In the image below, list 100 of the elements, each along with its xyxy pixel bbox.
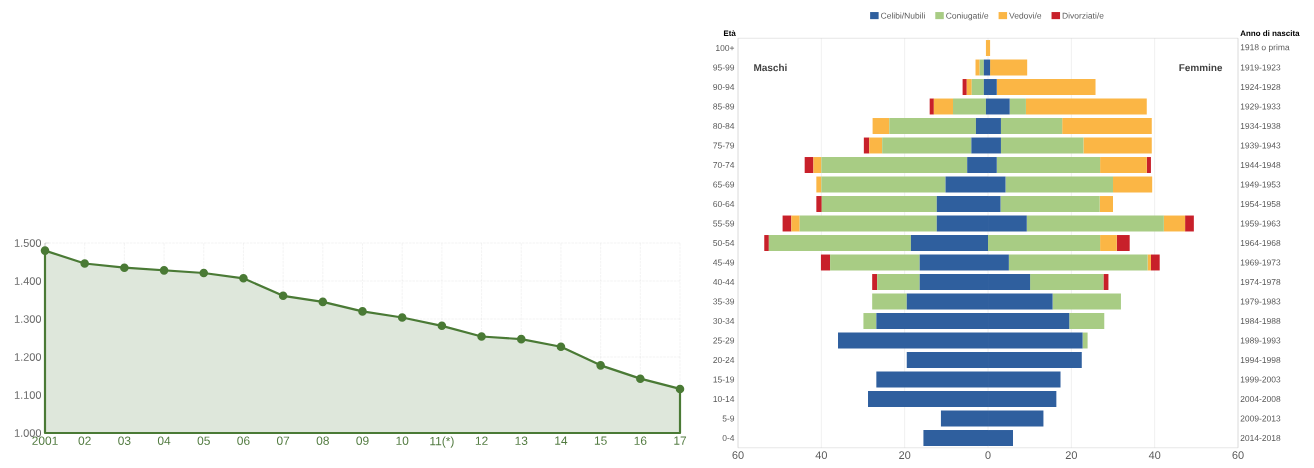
bar [988,235,1101,251]
x-tick-label: 40 [815,451,827,460]
y-tick-label: 5-9 [722,415,735,422]
bar [933,98,954,115]
y2-tick-label: 1944-1948 [1240,162,1281,168]
x-tick-label: 05 [197,436,210,445]
y-tick-label: 50-54 [713,240,735,246]
y-tick-label: 65-69 [713,181,735,188]
x-tick-label: 17 [674,436,687,445]
bar [882,137,972,154]
x-tick-label: 20 [899,451,911,460]
bar [962,79,967,95]
y2-tick-label: 1989-1993 [1240,337,1281,344]
y-tick-label: 100+ [716,45,735,51]
bar [799,215,937,232]
x-tick-label: 60 [732,451,744,460]
point [397,313,407,322]
bar [804,157,814,173]
bar [791,215,800,232]
point [675,384,685,394]
x-tick-label: 11(*) [430,436,454,448]
point [278,291,288,301]
y-tick-label: 1.500 [14,239,42,247]
bar [990,59,1028,76]
y-tick-label: 80-84 [713,123,735,129]
bar [764,235,769,251]
bar [983,59,989,76]
bar [971,79,984,95]
x-tick-label: 12 [475,436,488,445]
legend-label: Celibi/Nubili [881,12,925,19]
y-tick-label: 45-49 [713,259,735,266]
y2-tick-label: 1959-1963 [1240,220,1281,227]
bar [889,118,976,134]
bar [816,196,822,212]
y-tick-label: 1.100 [14,391,42,399]
bar [820,254,831,271]
bar [996,157,1101,173]
legend-label: Vedovi/e [1009,12,1042,19]
bar [863,313,877,329]
bar [975,59,980,76]
bar [1000,118,1063,134]
bar [1052,293,1121,310]
y2-tick-label: 1969-1973 [1240,259,1281,266]
x-tick-label: 09 [356,436,369,445]
y-tick-label: 60-64 [713,201,735,207]
bar [1163,215,1186,232]
bar [966,79,972,95]
y-tick-label: 40-44 [713,279,735,285]
bar [1099,196,1114,212]
y-tick-label: 70-74 [713,162,735,168]
y-tick-label: 55-59 [713,220,735,227]
y-tick-label: 25-29 [713,337,735,344]
bar [1103,274,1109,290]
x-tick-label: 40 [1148,451,1161,460]
bar [996,79,1096,95]
bar [1030,274,1104,290]
y-tick-label: 85-89 [713,103,735,110]
y-tick-label: 10-14 [713,396,735,402]
y2-tick-label: 1999-2003 [1240,376,1281,383]
bar [1008,254,1148,271]
x-tick-label: 60 [1232,451,1244,460]
bar [1083,137,1152,154]
bar [1005,176,1114,193]
bar [1150,254,1160,271]
x-tick-label: 16 [634,436,647,445]
x-tick-label: 07 [276,436,290,445]
bar [1009,98,1026,115]
x-tick-label: 03 [118,436,131,445]
x-tick-label: 14 [555,436,568,445]
annotation: Femmine [1179,63,1223,72]
y2-tick-label: 1994-1998 [1240,357,1281,363]
bar [1100,157,1147,173]
point [318,297,328,307]
y2-tick-label: 1919-1923 [1240,64,1281,71]
y2-tick-label: 1924-1928 [1240,84,1281,90]
y-tick-label: 1.400 [14,277,42,285]
point [477,332,486,341]
y2-tick-label: 1949-1953 [1240,181,1281,188]
bar [813,157,822,173]
annotation: Maschi [754,63,787,72]
bar [830,254,920,271]
point [556,342,566,352]
bar [985,40,989,56]
y-tick-label: 75-79 [713,142,735,149]
point [516,334,526,344]
x-tick-label: 04 [157,436,171,445]
point [40,246,50,255]
bar [1069,313,1105,329]
x-tick-label: 2001 [32,436,58,445]
y-tick-label: 30-34 [713,318,735,324]
bar [768,235,911,251]
y-tick-label: 1.000 [14,429,42,437]
bar [1185,215,1194,232]
point [239,274,248,283]
legend-label: Coniugati/e [946,12,989,21]
x-tick-label: 08 [316,436,329,445]
point [120,263,129,272]
y-tick-label: 35-39 [713,298,735,305]
point [159,266,169,275]
bar [821,176,946,193]
